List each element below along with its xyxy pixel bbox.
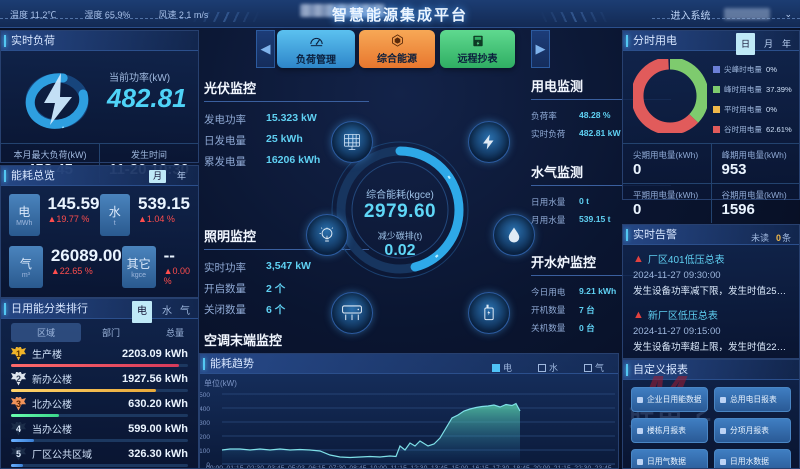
svg-text:200: 200 xyxy=(200,434,210,441)
svg-text:100: 100 xyxy=(200,448,210,455)
svg-text:400: 400 xyxy=(200,406,210,413)
svg-text:500: 500 xyxy=(200,392,210,399)
svg-text:300: 300 xyxy=(200,420,210,427)
